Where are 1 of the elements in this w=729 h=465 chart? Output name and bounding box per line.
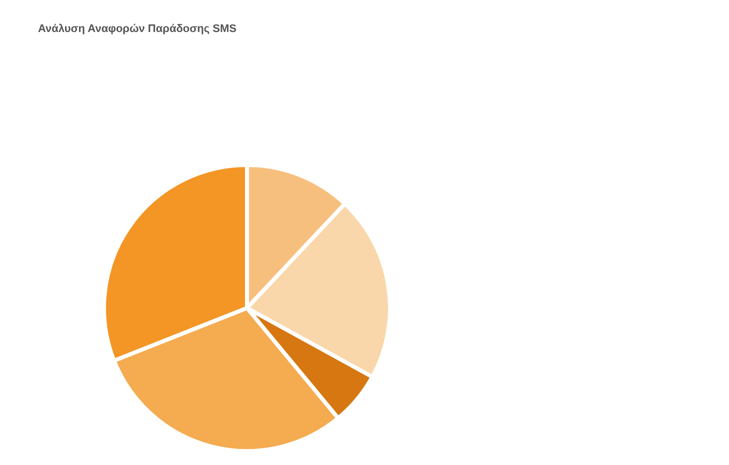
chart-title: Ανάλυση Αναφορών Παράδοσης SMS [38, 23, 236, 35]
